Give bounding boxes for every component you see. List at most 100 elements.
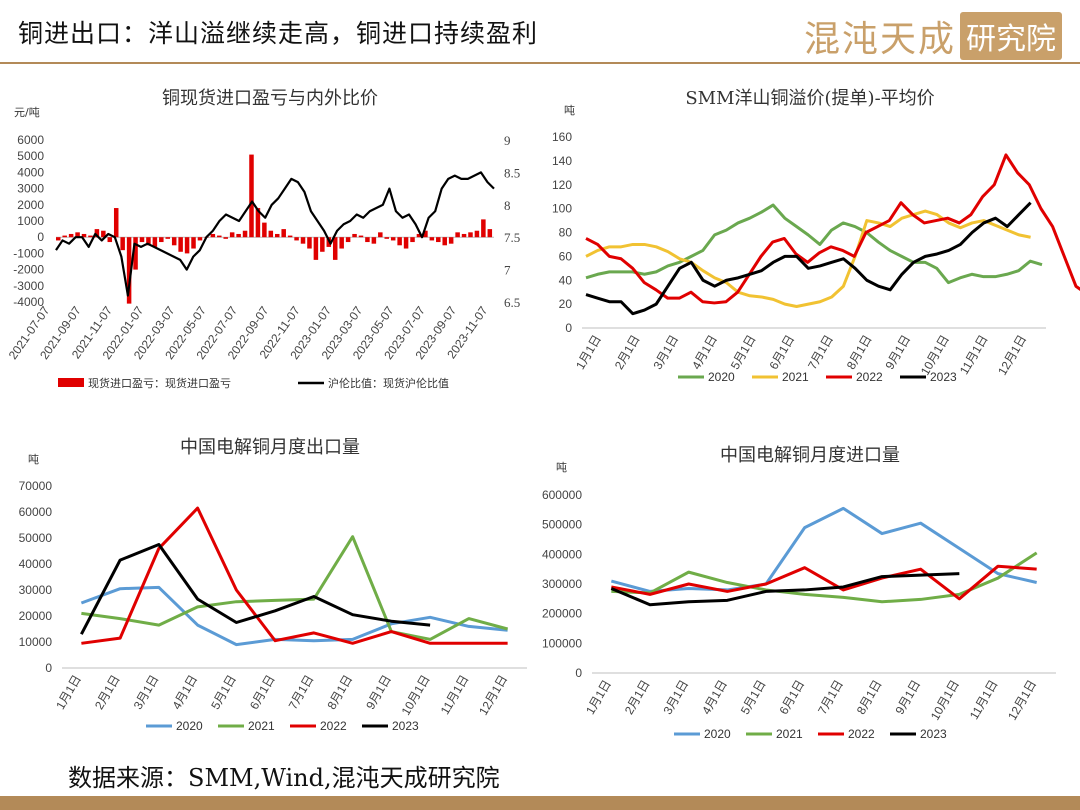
x-tick-label: 2月1日 — [92, 673, 123, 712]
legend-swatch-profit — [58, 378, 84, 387]
profit-bar — [236, 233, 241, 238]
data-source-note: 数据来源：SMM,Wind,混沌天成研究院 — [68, 764, 500, 792]
x-tick-label: 5月1日 — [728, 333, 759, 372]
legend-label: 现货进口盈亏：现货进口盈亏 — [88, 376, 231, 390]
y-tick-label: 20000 — [19, 609, 53, 623]
y-tick-label: -1000 — [13, 246, 44, 260]
x-tick-label: 1月1日 — [583, 678, 614, 717]
x-tick-label: 5月1日 — [738, 678, 769, 717]
profit-bar — [255, 208, 261, 238]
y-tick-label: 100000 — [542, 636, 582, 650]
y-tick-label: 600000 — [542, 488, 582, 502]
y-tick-label: 500000 — [542, 518, 582, 532]
y-tick-label: 200000 — [542, 607, 582, 621]
series-line-2022 — [611, 564, 1037, 601]
profit-bar — [416, 233, 422, 238]
y2-tick-label: 7.5 — [504, 230, 520, 245]
profit-bar — [229, 232, 235, 238]
profit-bar — [171, 237, 177, 246]
legend-label: 2021 — [248, 719, 275, 733]
y2-tick-label: 8 — [504, 198, 511, 213]
profit-bar — [217, 235, 222, 238]
x-tick-label: 11月1日 — [957, 333, 991, 377]
series-line-2020 — [610, 506, 1038, 593]
x-tick-label: 2月1日 — [612, 333, 643, 372]
profit-bar — [358, 235, 364, 238]
profit-bar — [410, 237, 415, 243]
profit-bar — [81, 233, 87, 238]
y-tick-label: 0 — [45, 661, 52, 675]
x-tick-label: 11月1日 — [967, 678, 1001, 722]
y-tick-label: 5000 — [17, 149, 44, 163]
profit-bar — [56, 237, 61, 241]
profit-bar — [455, 232, 460, 238]
y-tick-label: 10000 — [19, 635, 53, 649]
chart-title: 中国电解铜月度进口量 — [720, 445, 900, 466]
x-tick-label: 4月1日 — [169, 673, 200, 712]
x-tick-label: 7月1日 — [815, 678, 846, 717]
legend-label: 2022 — [320, 719, 347, 733]
profit-bar — [481, 219, 486, 238]
profit-bar — [126, 237, 132, 304]
x-tick-label: 3月1日 — [660, 678, 691, 717]
profit-bar — [88, 235, 93, 238]
profit-bar — [262, 222, 267, 238]
y-tick-label: 100 — [552, 202, 572, 216]
y-tick-label: -2000 — [13, 263, 44, 277]
y-tick-label: 140 — [552, 154, 572, 168]
profit-bar — [223, 237, 228, 239]
profit-bar — [287, 235, 293, 238]
x-tick-label: 3月1日 — [650, 333, 681, 372]
y-tick-label: 2000 — [17, 198, 44, 212]
profit-bar — [345, 237, 351, 243]
series-line-2022 — [585, 153, 1080, 305]
x-tick-label: 1月1日 — [573, 333, 604, 372]
profit-bar — [268, 230, 274, 238]
y-tick-label: 6000 — [17, 133, 44, 147]
y-tick-label: 0 — [37, 230, 44, 244]
profit-bar — [403, 237, 409, 249]
x-tick-label: 6月1日 — [776, 678, 807, 717]
y-tick-label: 3000 — [17, 182, 44, 196]
profit-bar — [120, 237, 125, 251]
x-tick-label: 7月1日 — [286, 673, 317, 712]
profit-bar — [436, 237, 441, 243]
profit-bar — [165, 237, 171, 239]
chart-title: 铜现货进口盈亏与内外比价 — [162, 88, 378, 109]
x-tick-label: 2月1日 — [622, 678, 653, 717]
header-divider — [0, 62, 1080, 64]
y-axis-unit: 吨 — [28, 453, 39, 466]
profit-bar — [139, 237, 145, 243]
profit-bar — [474, 230, 480, 238]
profit-bar — [242, 230, 248, 238]
profit-bar — [152, 237, 158, 247]
series-line-2022 — [81, 506, 508, 645]
series-line-2021 — [81, 535, 509, 641]
series-line-2023 — [610, 572, 960, 607]
y-tick-label: 160 — [552, 130, 572, 144]
y-tick-label: 60000 — [19, 505, 53, 519]
y-tick-label: 300000 — [542, 577, 582, 591]
profit-bar — [210, 233, 216, 238]
legend-label: 沪伦比值：现货沪伦比值 — [328, 376, 449, 390]
profit-bar — [487, 229, 493, 238]
x-tick-label: 5月1日 — [208, 673, 239, 712]
x-tick-label: 8月1日 — [324, 673, 355, 712]
profit-bar — [75, 232, 80, 238]
series-line-2023 — [585, 201, 1032, 316]
x-tick-label: 3月1日 — [131, 673, 162, 712]
profit-bar — [384, 237, 390, 239]
profit-bar — [294, 237, 299, 241]
profit-bar — [300, 237, 306, 244]
profit-bar — [429, 237, 435, 241]
series-line-2020 — [585, 203, 1043, 285]
profit-bar — [442, 237, 447, 246]
profit-bar — [94, 229, 100, 238]
y-tick-label: 120 — [552, 178, 572, 192]
chart-title: 中国电解铜月度出口量 — [180, 437, 360, 458]
x-tick-label: 6月1日 — [766, 333, 797, 372]
y2-tick-label: 9 — [504, 133, 511, 148]
